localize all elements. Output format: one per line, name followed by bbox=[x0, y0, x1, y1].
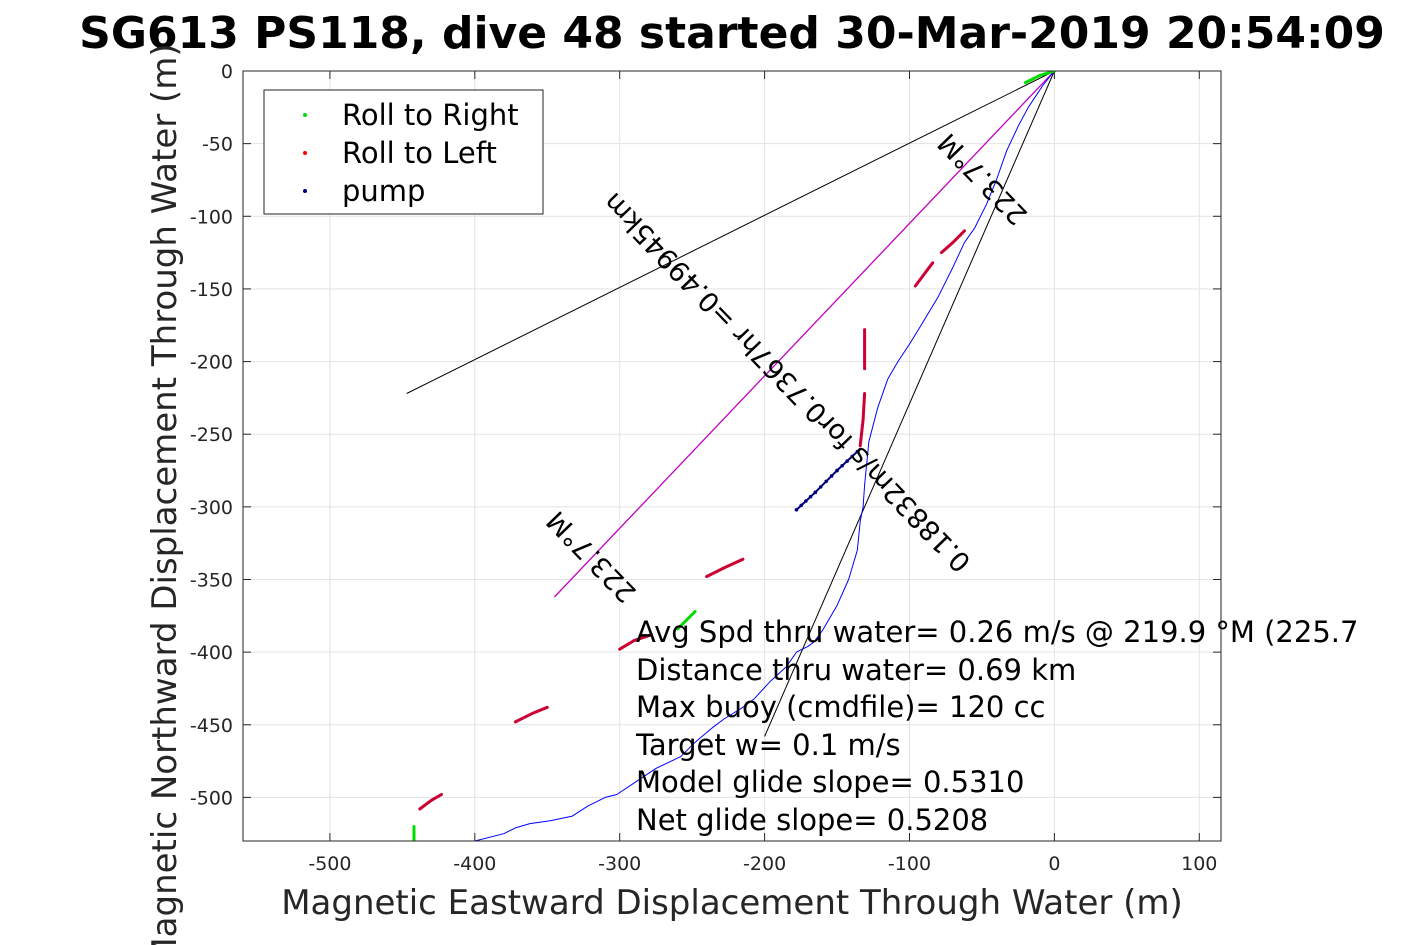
segment-roll-left bbox=[618, 633, 654, 651]
annotation-distance: Distance thru water= 0.69 km bbox=[636, 653, 1076, 687]
x-tick-label: -400 bbox=[453, 853, 496, 875]
segment-roll-right bbox=[1023, 71, 1056, 85]
y-tick-label: -300 bbox=[190, 497, 233, 519]
x-tick-label: -100 bbox=[888, 853, 931, 875]
ticks: -500 -400 -300 -200 -100 0 100 0 -50 -100 -150 -200… bbox=[190, 61, 1221, 875]
y-tick-label: -400 bbox=[190, 642, 233, 664]
pump-point bbox=[818, 485, 823, 489]
legend-marker-roll-right bbox=[303, 113, 307, 117]
segment-roll-left bbox=[705, 557, 745, 579]
track bbox=[472, 71, 1055, 841]
pump-point bbox=[824, 479, 828, 484]
chart-title: SG613 PS118, dive 48 started 30-Mar-2019… bbox=[79, 8, 1385, 59]
legend-label-roll-left: Roll to Left bbox=[342, 136, 497, 170]
annotation-model-glide: Model glide slope= 0.5310 bbox=[636, 765, 1024, 799]
segment-roll-right bbox=[676, 610, 697, 631]
pump-point bbox=[829, 474, 834, 478]
y-tick-label: -500 bbox=[190, 787, 233, 809]
legend-marker-pump bbox=[303, 189, 307, 193]
pump-point bbox=[808, 494, 813, 499]
x-axis-label: Magnetic Eastward Displacement Through W… bbox=[281, 883, 1183, 923]
x-tick-label: 100 bbox=[1181, 853, 1217, 875]
stats-annotations: Avg Spd thru water= 0.26 m/s @ 219.9 °M … bbox=[635, 615, 1358, 837]
pump-point bbox=[835, 468, 839, 473]
bound-line bbox=[406, 71, 1055, 394]
plot-frame bbox=[242, 70, 1222, 842]
y-tick-label: -100 bbox=[190, 206, 233, 228]
segment-roll-left bbox=[418, 793, 443, 811]
segment-line bbox=[513, 705, 549, 724]
annotation-target-w: Target w= 0.1 m/s bbox=[635, 728, 901, 762]
pump-point bbox=[850, 454, 855, 459]
segment-roll-left bbox=[858, 392, 867, 448]
y-tick-label: -450 bbox=[190, 715, 233, 737]
y-tick-label: -50 bbox=[202, 134, 233, 156]
annotation-max-buoy: Max buoy (cmdfile)= 120 cc bbox=[636, 690, 1045, 724]
segment-line bbox=[858, 392, 867, 448]
y-tick-label: -150 bbox=[190, 279, 233, 301]
segment-line bbox=[913, 261, 935, 288]
segment-roll-left bbox=[913, 261, 935, 288]
y-tick-label: -350 bbox=[190, 569, 233, 591]
segment-line bbox=[676, 610, 697, 631]
segment-roll-left bbox=[513, 705, 549, 724]
pump-point bbox=[799, 503, 803, 508]
pump-point bbox=[840, 464, 844, 468]
segment-line bbox=[939, 229, 966, 255]
pump-point bbox=[845, 459, 849, 463]
segment-line bbox=[618, 633, 654, 651]
y-tick-label: -200 bbox=[190, 352, 233, 374]
x-tick-label: -300 bbox=[598, 853, 641, 875]
segment-roll-left bbox=[939, 229, 966, 255]
x-tick-label: 0 bbox=[1048, 853, 1060, 875]
segment-pump bbox=[794, 449, 860, 512]
x-tick-label: -500 bbox=[308, 853, 351, 875]
pump-point bbox=[804, 499, 808, 503]
roll-segments bbox=[412, 71, 1056, 841]
legend-label-pump: pump bbox=[342, 174, 425, 208]
annotation-net-glide: Net glide slope= 0.5208 bbox=[636, 803, 988, 837]
y-axis-label: Magnetic Northward Displacement Through … bbox=[145, 43, 185, 945]
bound-lines bbox=[406, 71, 1055, 737]
pump-point bbox=[813, 490, 818, 495]
segment-line bbox=[1023, 71, 1056, 85]
segment-line bbox=[418, 793, 443, 811]
x-tick-label: -200 bbox=[743, 853, 786, 875]
pump-point bbox=[794, 507, 799, 512]
annotation-avg-speed: Avg Spd thru water= 0.26 m/s @ 219.9 °M … bbox=[636, 615, 1358, 649]
bound-line bbox=[764, 71, 1055, 737]
legend-box bbox=[263, 89, 544, 215]
pump-point bbox=[855, 449, 860, 454]
track-line bbox=[472, 71, 1055, 841]
y-tick-label: -250 bbox=[190, 424, 233, 446]
legend-label-roll-right: Roll to Right bbox=[342, 98, 519, 132]
legend: Roll to Right Roll to Left pump bbox=[263, 89, 544, 215]
average-line bbox=[554, 71, 1055, 598]
average-line-inner bbox=[554, 71, 1055, 598]
legend-marker-roll-left bbox=[303, 151, 307, 155]
segment-line bbox=[705, 557, 745, 579]
y-tick-label: 0 bbox=[221, 61, 233, 83]
